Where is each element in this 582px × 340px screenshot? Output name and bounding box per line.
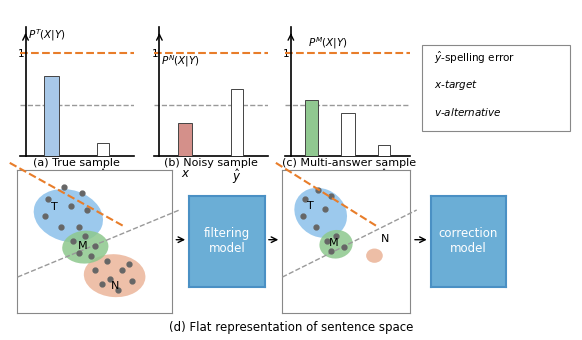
Text: filtering
model: filtering model <box>204 227 250 255</box>
Text: $P^T(X|Y)$: $P^T(X|Y)$ <box>27 28 65 44</box>
Text: $x$: $x$ <box>47 167 56 180</box>
Ellipse shape <box>366 249 383 263</box>
Text: T: T <box>307 201 314 211</box>
Bar <box>97 143 109 156</box>
Text: $\hat{y}$-spelling error: $\hat{y}$-spelling error <box>434 50 516 66</box>
Text: (d) Flat representation of sentence space: (d) Flat representation of sentence spac… <box>169 321 413 334</box>
Text: N: N <box>111 280 119 291</box>
Text: (c) Multi-answer sample: (c) Multi-answer sample <box>282 158 416 168</box>
Text: M: M <box>329 238 338 248</box>
Text: $v$: $v$ <box>343 167 352 180</box>
Text: T: T <box>51 202 58 212</box>
Text: $\hat{y}$: $\hat{y}$ <box>232 167 242 186</box>
Bar <box>341 113 354 156</box>
Bar <box>178 123 193 156</box>
Ellipse shape <box>84 254 146 297</box>
Text: $\hat{y}$: $\hat{y}$ <box>98 167 108 186</box>
Ellipse shape <box>34 189 103 242</box>
Ellipse shape <box>294 188 347 238</box>
Text: $v$-alternative: $v$-alternative <box>434 106 502 118</box>
Text: N: N <box>381 234 389 243</box>
Ellipse shape <box>62 231 108 264</box>
Text: $P^N(X|Y)$: $P^N(X|Y)$ <box>161 53 200 69</box>
Text: (a) True sample: (a) True sample <box>33 158 120 168</box>
Text: $\hat{y}$: $\hat{y}$ <box>379 167 389 186</box>
Text: correction
model: correction model <box>439 227 498 255</box>
FancyBboxPatch shape <box>422 45 570 131</box>
Bar <box>230 89 243 156</box>
Bar <box>378 145 390 156</box>
Ellipse shape <box>320 230 353 259</box>
Bar <box>304 100 318 156</box>
Text: $x$: $x$ <box>307 167 316 180</box>
Text: M: M <box>77 241 87 251</box>
Bar <box>44 76 59 156</box>
Text: $x$: $x$ <box>180 167 190 180</box>
Text: $P^M(X|Y)$: $P^M(X|Y)$ <box>308 35 347 51</box>
Text: $x$-target: $x$-target <box>434 78 478 92</box>
Text: (b) Noisy sample: (b) Noisy sample <box>164 158 258 168</box>
